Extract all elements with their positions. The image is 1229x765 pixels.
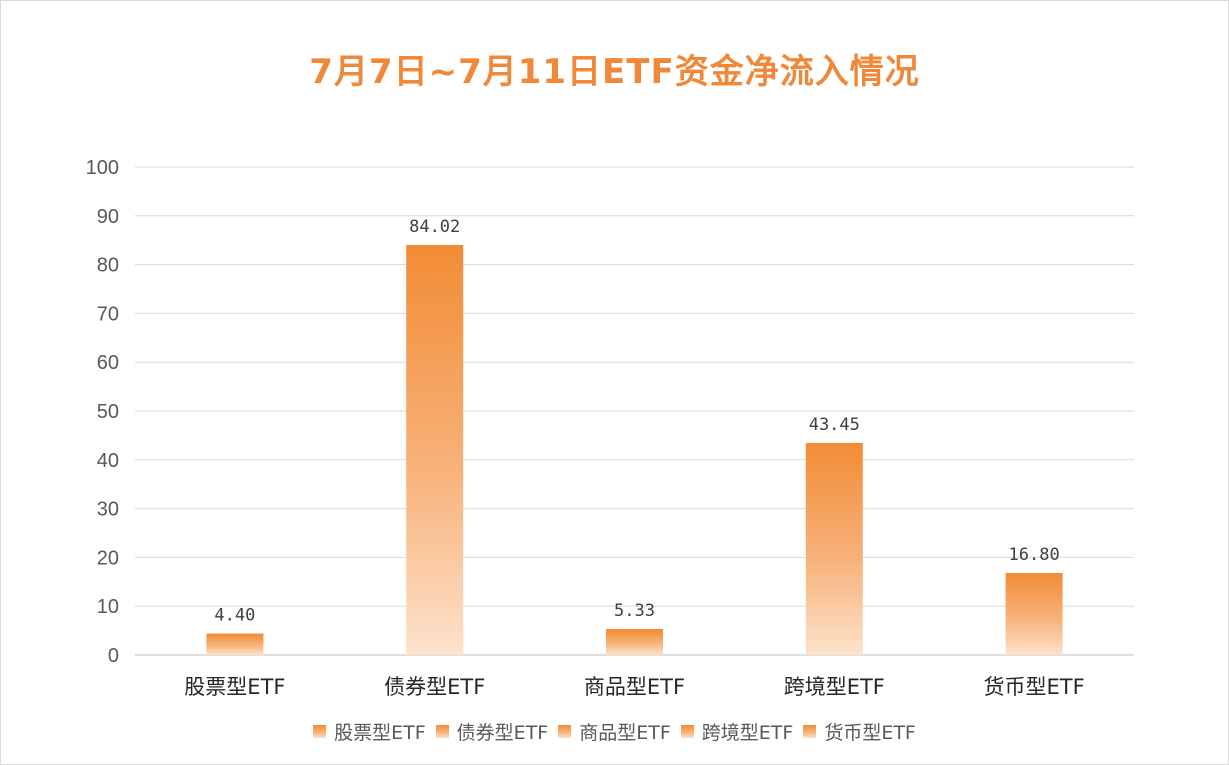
legend-item: 货币型ETF [803, 718, 916, 745]
bar [1005, 573, 1063, 655]
x-tick-label: 商品型ETF [584, 675, 685, 699]
x-tick-label: 股票型ETF [184, 675, 285, 699]
legend-item: 债券型ETF [435, 718, 549, 745]
bars [206, 244, 1063, 655]
x-axis-ticks: 股票型ETF 债券型ETF 商品型ETF 跨境型ETF 货币型ETF [184, 675, 1084, 699]
data-label: 43.45 [809, 415, 860, 435]
legend-swatch [313, 725, 327, 738]
legend-label: 债券型ETF [456, 722, 549, 744]
data-label: 84.02 [409, 217, 460, 237]
y-tick-label: 40 [97, 450, 119, 472]
y-tick-label: 80 [97, 255, 119, 277]
legend-swatch [558, 725, 572, 738]
legend-item: 跨境型ETF [680, 718, 794, 745]
x-tick-label: 跨境型ETF [784, 675, 885, 699]
data-label: 4.40 [214, 606, 255, 626]
data-labels: 4.40 84.02 5.33 43.45 16.80 [214, 217, 1059, 626]
legend-swatch [435, 725, 449, 738]
y-tick-label: 20 [97, 547, 119, 569]
data-label: 5.33 [614, 601, 655, 621]
y-tick-label: 60 [97, 352, 119, 374]
legend-label: 跨境型ETF [701, 722, 794, 744]
legend-label: 货币型ETF [824, 722, 916, 744]
y-tick-label: 0 [108, 645, 119, 667]
y-tick-label: 70 [97, 303, 119, 325]
legend-label: 股票型ETF [334, 722, 426, 744]
legend-item: 股票型ETF [313, 718, 426, 745]
bar [606, 628, 663, 655]
y-tick-label: 100 [86, 157, 119, 179]
x-tick-label: 债券型ETF [384, 675, 485, 699]
y-tick-label: 30 [97, 499, 119, 521]
legend: 股票型ETF 债券型ETF 商品型ETF 跨境型ETF 货币型ETF [0, 718, 1229, 745]
legend-swatch [680, 725, 694, 738]
legend-swatch [803, 725, 817, 738]
grid-lines [135, 166, 1134, 656]
y-tick-label: 10 [97, 596, 119, 618]
bar [805, 442, 863, 655]
bar [406, 244, 464, 655]
y-tick-label: 50 [97, 401, 119, 423]
bar [206, 633, 264, 655]
data-label: 16.80 [1009, 545, 1060, 565]
legend-item: 商品型ETF [558, 718, 671, 745]
y-axis-ticks: 0 10 20 30 40 50 60 70 80 90 100 [86, 157, 119, 667]
x-tick-label: 货币型ETF [984, 675, 1085, 699]
legend-label: 商品型ETF [579, 722, 671, 744]
chart-title: 7月7日~7月11日ETF资金净流入情况 [309, 52, 920, 92]
y-tick-label: 90 [97, 206, 119, 228]
